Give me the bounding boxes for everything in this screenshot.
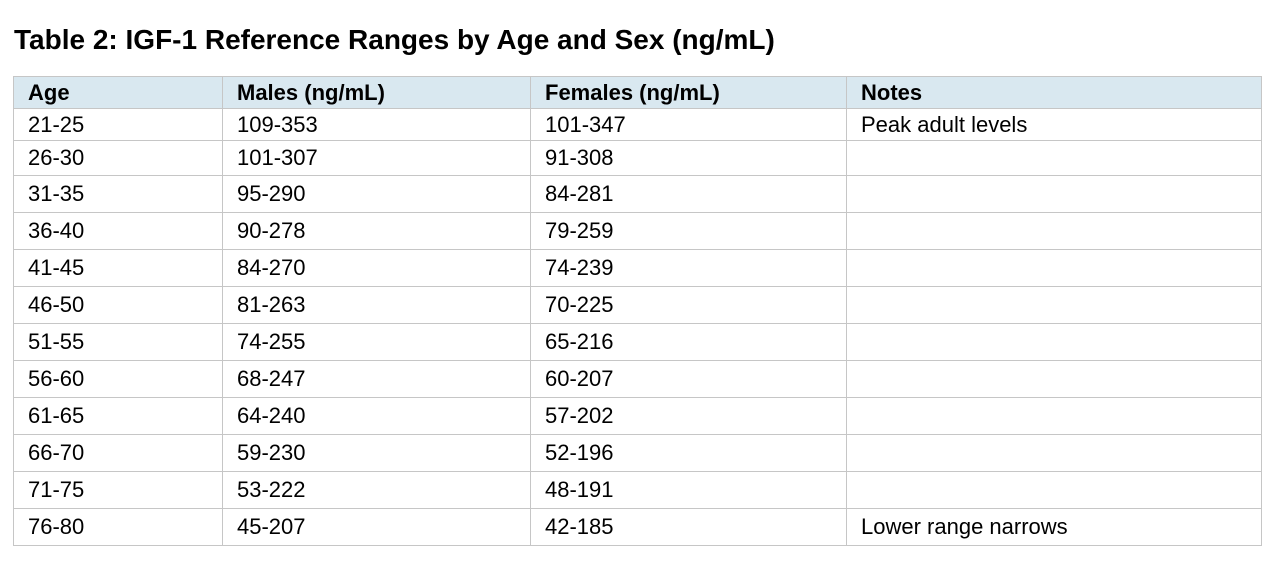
table-cell: 81-263 [222,286,531,324]
column-header: Males (ng/mL) [222,76,531,109]
table-cell: 71-75 [13,471,223,509]
column-header: Age [13,76,223,109]
table-cell: 79-259 [530,212,847,250]
table-cell [846,175,1262,213]
table-cell: 90-278 [222,212,531,250]
table-cell [846,249,1262,287]
table-cell: 21-25 [13,108,223,141]
table-cell [846,323,1262,361]
table-cell [846,471,1262,509]
table-cell [846,397,1262,435]
table-cell: 68-247 [222,360,531,398]
table-row: 31-35 95-290 84-281 [13,175,1262,213]
table-cell: Peak adult levels [846,108,1262,141]
table-row: 41-45 84-270 74-239 [13,249,1262,287]
column-header: Females (ng/mL) [530,76,847,109]
table-cell: 52-196 [530,434,847,472]
table-cell: 74-255 [222,323,531,361]
table-row: 71-75 53-222 48-191 [13,471,1262,509]
table-cell: 65-216 [530,323,847,361]
table-row: 66-70 59-230 52-196 [13,434,1262,472]
table-cell: 61-65 [13,397,223,435]
table-cell: 59-230 [222,434,531,472]
table-cell: 36-40 [13,212,223,250]
table-cell [846,360,1262,398]
table-cell: 95-290 [222,175,531,213]
table-cell: 53-222 [222,471,531,509]
table-cell: 48-191 [530,471,847,509]
table-cell: 66-70 [13,434,223,472]
column-header: Notes [846,76,1262,109]
table-cell: 84-281 [530,175,847,213]
table-cell: 60-207 [530,360,847,398]
igf1-reference-table: Age Males (ng/mL) Females (ng/mL) Notes 21-… [13,76,1262,546]
table-row: 76-80 45-207 42-185 Lower range narrows [13,508,1262,546]
table-cell: 41-45 [13,249,223,287]
table-cell: 57-202 [530,397,847,435]
table-cell: 76-80 [13,508,223,546]
table-cell: 64-240 [222,397,531,435]
table-cell: 84-270 [222,249,531,287]
table-row: 61-65 64-240 57-202 [13,397,1262,435]
table-cell: 91-308 [530,140,847,176]
table-header-row: Age Males (ng/mL) Females (ng/mL) Notes [13,76,1262,109]
table-row: 51-55 74-255 65-216 [13,323,1262,361]
table-cell: 101-347 [530,108,847,141]
table-row: 21-25 109-353 101-347 Peak adult levels [13,108,1262,141]
table-row: 26-30 101-307 91-308 [13,140,1262,176]
table-cell: 45-207 [222,508,531,546]
table-cell: 26-30 [13,140,223,176]
table-cell: 31-35 [13,175,223,213]
table-row: 46-50 81-263 70-225 [13,286,1262,324]
table-cell: 109-353 [222,108,531,141]
table-cell: 42-185 [530,508,847,546]
table-cell: Lower range narrows [846,508,1262,546]
table-cell [846,212,1262,250]
table-cell [846,434,1262,472]
table-cell: 56-60 [13,360,223,398]
table-cell: 70-225 [530,286,847,324]
table-cell: 46-50 [13,286,223,324]
table-row: 36-40 90-278 79-259 [13,212,1262,250]
table-cell: 51-55 [13,323,223,361]
table-cell: 74-239 [530,249,847,287]
table-cell [846,286,1262,324]
table-cell: 101-307 [222,140,531,176]
table-row: 56-60 68-247 60-207 [13,360,1262,398]
table-cell [846,140,1262,176]
table-caption: Table 2: IGF-1 Reference Ranges by Age a… [14,24,775,55]
